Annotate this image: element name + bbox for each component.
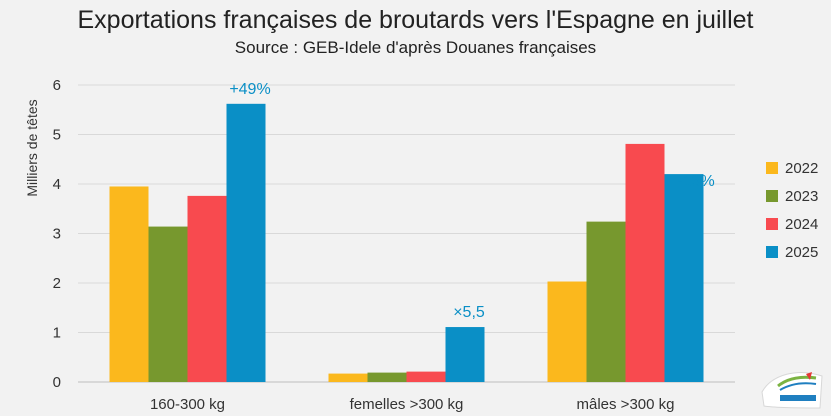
bar-2025: [226, 103, 266, 382]
y-tick-label: 4: [53, 176, 61, 193]
legend-item-2022: 2022: [766, 154, 818, 182]
y-tick-label: 1: [53, 325, 61, 342]
bar-2023: [586, 221, 626, 382]
legend-swatch: [766, 190, 778, 202]
legend-swatch: [766, 246, 778, 258]
data-annotation: -13%: [677, 173, 714, 190]
legend: 2022 2023 2024 2025: [766, 154, 818, 266]
data-annotation: +49%: [229, 81, 270, 98]
idele-logo: [761, 372, 823, 409]
bar-2024: [187, 195, 227, 382]
bar-2022: [109, 186, 149, 382]
legend-item-2025: 2025: [766, 238, 818, 266]
legend-label: 2023: [785, 187, 819, 205]
bar-2024: [625, 143, 665, 382]
legend-label: 2024: [785, 215, 819, 233]
y-tick-label: 5: [53, 127, 61, 144]
bar-2023: [148, 226, 188, 382]
x-tick-label: femelles >300 kg: [350, 396, 464, 413]
chart-subtitle: Source : GEB-Idele d'après Douanes franç…: [234, 38, 597, 57]
bar-2022: [547, 281, 587, 382]
legend-item-2023: 2023: [766, 182, 818, 210]
legend-swatch: [766, 162, 778, 174]
legend-item-2024: 2024: [766, 210, 818, 238]
bar-2025: [445, 327, 485, 382]
bar-2022: [328, 373, 368, 382]
bar-2025: [664, 174, 704, 382]
y-tick-label: 3: [53, 226, 61, 243]
legend-swatch: [766, 218, 778, 230]
y-tick-label: 2: [53, 275, 61, 292]
legend-label: 2022: [785, 159, 819, 177]
y-tick-label: 6: [53, 77, 61, 94]
x-tick-label: 160-300 kg: [150, 396, 225, 413]
legend-label: 2025: [785, 243, 819, 261]
x-tick-label: mâles >300 kg: [577, 396, 675, 413]
data-annotation: ×5,5: [453, 304, 485, 321]
y-tick-label: 0: [53, 374, 61, 391]
bar-2024: [406, 371, 446, 382]
bar-2023: [367, 372, 407, 382]
chart-title: Exportations françaises de broutards ver…: [77, 6, 754, 34]
